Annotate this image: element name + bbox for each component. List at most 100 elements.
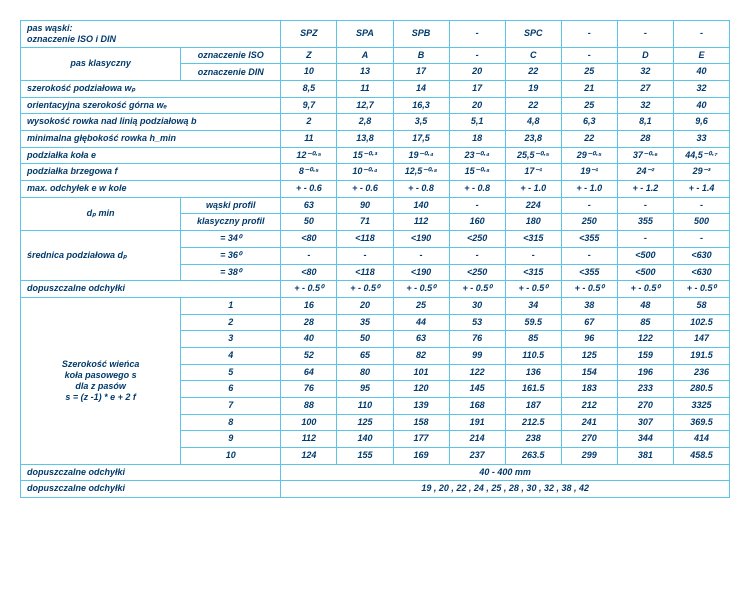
din-2: 17 — [393, 64, 449, 81]
wien-cell: 122 — [617, 331, 673, 348]
wp-2: 14 — [393, 80, 449, 97]
wien-cell: 187 — [505, 398, 561, 415]
dpmin2-1: 71 — [337, 214, 393, 231]
hmin-6: 28 — [617, 131, 673, 148]
maxe-3: + - 0.8 — [449, 181, 505, 198]
wien-cell: 233 — [617, 381, 673, 398]
maxe-1: + - 0.6 — [337, 181, 393, 198]
e-2: 19⁻⁰·⁴ — [393, 147, 449, 164]
wien-cell: 191 — [449, 414, 505, 431]
wien-cell: 59.5 — [505, 314, 561, 331]
row-dop1-label: dopuszczalne odchyłki — [21, 281, 281, 298]
wien-cell: 53 — [449, 314, 505, 331]
b-3: 5,1 — [449, 114, 505, 131]
wien-cell: 25 — [393, 297, 449, 314]
row-sred-label: średnica podziałowa dₚ — [21, 231, 181, 281]
maxe-0: + - 0.6 — [281, 181, 337, 198]
e-1: 15⁻⁰·³ — [337, 147, 393, 164]
dpmin1-6: - — [617, 197, 673, 214]
wien-cell: 158 — [393, 414, 449, 431]
wien-cell: 237 — [449, 448, 505, 465]
we-0: 9,7 — [281, 97, 337, 114]
e-0: 12⁻⁰·⁵ — [281, 147, 337, 164]
wien-idx: 4 — [181, 347, 281, 364]
sred2-4: - — [505, 247, 561, 264]
sred3-3: <250 — [449, 264, 505, 281]
wien-cell: 96 — [561, 331, 617, 348]
wp-4: 19 — [505, 80, 561, 97]
hmin-7: 33 — [673, 131, 729, 148]
wien-cell: 125 — [561, 347, 617, 364]
sred2-7: <630 — [673, 247, 729, 264]
wien-idx: 6 — [181, 381, 281, 398]
hdr-din: oznaczenie DIN — [181, 64, 281, 81]
sred1-2: <190 — [393, 231, 449, 248]
hdr-d: D — [617, 47, 673, 64]
b-7: 9,6 — [673, 114, 729, 131]
dop1-4: + - 0.5⁰ — [505, 281, 561, 298]
we-6: 32 — [617, 97, 673, 114]
dpmin2-6: 355 — [617, 214, 673, 231]
wien-cell: 238 — [505, 431, 561, 448]
wien-cell: 112 — [281, 431, 337, 448]
row-maxe-label: max. odchyłek e w kole — [21, 181, 281, 198]
wien-idx: 7 — [181, 398, 281, 415]
wien-idx: 3 — [181, 331, 281, 348]
dpmin1-0: 63 — [281, 197, 337, 214]
wien-cell: 136 — [505, 364, 561, 381]
wien-cell: 3325 — [673, 398, 729, 415]
wien-cell: 100 — [281, 414, 337, 431]
dop1-3: + - 0.5⁰ — [449, 281, 505, 298]
maxe-5: + - 1.0 — [561, 181, 617, 198]
sred2-6: <500 — [617, 247, 673, 264]
din-4: 22 — [505, 64, 561, 81]
wien-cell: 270 — [617, 398, 673, 415]
din-7: 40 — [673, 64, 729, 81]
din-5: 25 — [561, 64, 617, 81]
hdr-spc: SPC — [505, 21, 561, 48]
dpmin1-1: 90 — [337, 197, 393, 214]
row-wp-label: szerokość podziałowa wₚ — [21, 80, 281, 97]
wien-cell: 82 — [393, 347, 449, 364]
row-wien-label: Szerokość wieńcakoła pasowego sdla z pas… — [21, 297, 181, 464]
dop1-7: + - 0.5⁰ — [673, 281, 729, 298]
sred3-6: <500 — [617, 264, 673, 281]
row-e-label: podziałka koła e — [21, 147, 281, 164]
wien-cell: 155 — [337, 448, 393, 465]
din-3: 20 — [449, 64, 505, 81]
wien-cell: 34 — [505, 297, 561, 314]
wien-cell: 458.5 — [673, 448, 729, 465]
sred2-2: - — [393, 247, 449, 264]
dpmin1-3: - — [449, 197, 505, 214]
hdr-spz: SPZ — [281, 21, 337, 48]
wien-cell: 214 — [449, 431, 505, 448]
dop1-1: + - 0.5⁰ — [337, 281, 393, 298]
f-2: 12,5⁻⁰·⁸ — [393, 164, 449, 181]
e-4: 25,5⁻⁰·⁵ — [505, 147, 561, 164]
sred3-5: <355 — [561, 264, 617, 281]
sred1-6: - — [617, 231, 673, 248]
wien-cell: 101 — [393, 364, 449, 381]
din-0: 10 — [281, 64, 337, 81]
wien-cell: 110 — [337, 398, 393, 415]
sred3-2: <190 — [393, 264, 449, 281]
f-0: 8⁻⁰·⁵ — [281, 164, 337, 181]
wien-cell: 307 — [617, 414, 673, 431]
hdr-narrow-belt: pas wąski:oznaczenie ISO i DIN — [21, 21, 281, 48]
wien-cell: 50 — [337, 331, 393, 348]
wien-cell: 145 — [449, 381, 505, 398]
sred1-5: <355 — [561, 231, 617, 248]
wien-cell: 196 — [617, 364, 673, 381]
f-5: 19⁻¹ — [561, 164, 617, 181]
wp-7: 32 — [673, 80, 729, 97]
wp-3: 17 — [449, 80, 505, 97]
b-5: 6,3 — [561, 114, 617, 131]
hdr-spb: SPB — [393, 21, 449, 48]
wien-cell: 67 — [561, 314, 617, 331]
b-1: 2,8 — [337, 114, 393, 131]
sred1-4: <315 — [505, 231, 561, 248]
wien-cell: 161.5 — [505, 381, 561, 398]
wien-cell: 44 — [393, 314, 449, 331]
dop3-val: 19 , 20 , 22 , 24 , 25 , 28 , 30 , 32 , … — [281, 481, 730, 498]
f-3: 15⁻⁰·⁸ — [449, 164, 505, 181]
